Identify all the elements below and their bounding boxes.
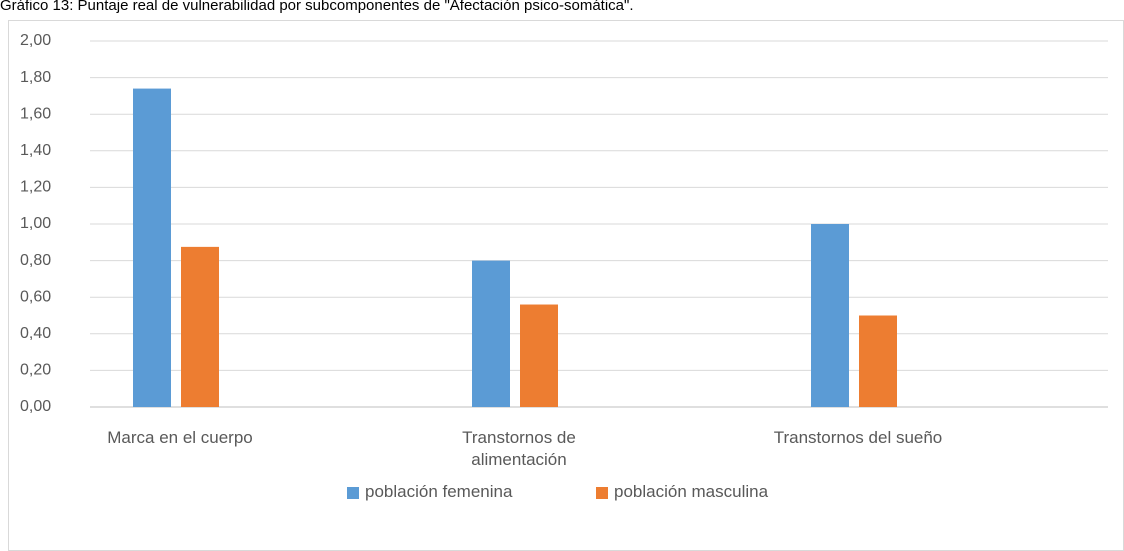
legend-label: población masculina [614, 482, 769, 501]
y-tick-label: 0,60 [20, 288, 51, 305]
x-tick-label: Marca en el cuerpo [107, 428, 253, 447]
y-tick-label: 1,20 [20, 179, 51, 196]
legend-label: población femenina [365, 482, 513, 501]
y-tick-label: 0,40 [20, 325, 51, 342]
legend-swatch [596, 487, 608, 499]
legend-swatch [347, 487, 359, 499]
y-tick-label: 0,00 [20, 398, 51, 415]
bar [472, 260, 510, 407]
y-tick-label: 1,80 [20, 69, 51, 86]
bar [520, 304, 558, 407]
y-tick-label: 0,80 [20, 252, 51, 269]
bar [859, 315, 897, 407]
y-tick-label: 1,00 [20, 215, 51, 232]
y-tick-label: 1,40 [20, 142, 51, 159]
x-tick-label: Transtornos de alimentación [462, 428, 576, 469]
y-tick-label: 1,60 [20, 105, 51, 122]
y-tick-label: 2,00 [20, 32, 51, 49]
bar [811, 224, 849, 407]
bar [181, 246, 219, 407]
x-tick-label: Transtornos del sueño [773, 428, 943, 447]
y-tick-label: 0,20 [20, 362, 51, 379]
chart-title: Gráfico 13: Puntaje real de vulnerabilid… [0, 0, 634, 14]
bar [133, 88, 171, 407]
